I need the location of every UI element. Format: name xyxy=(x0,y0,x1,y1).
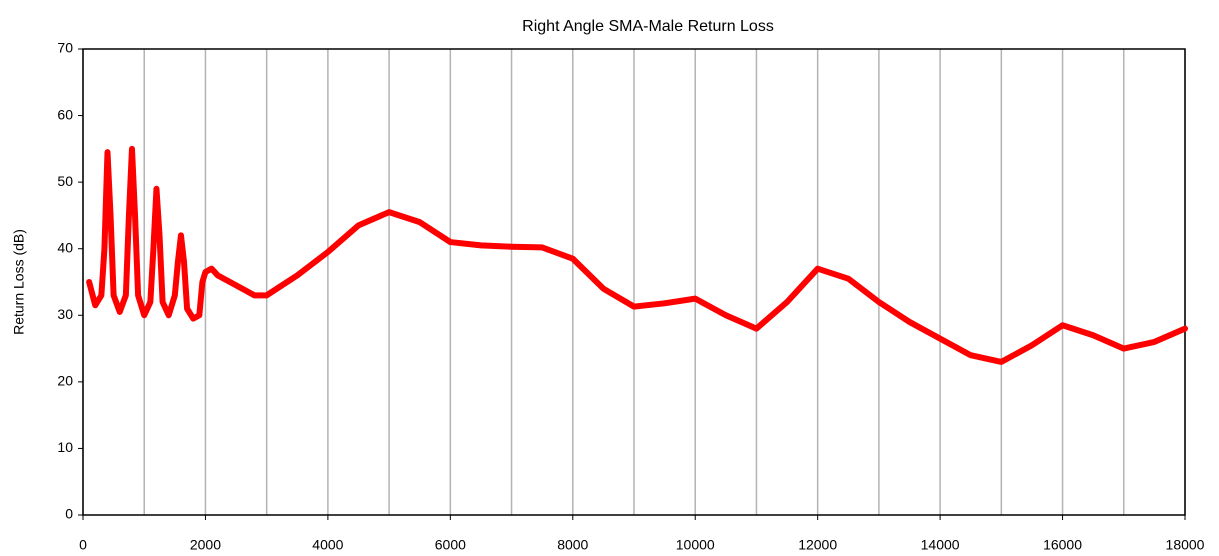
y-tick-label: 50 xyxy=(57,173,73,189)
x-tick-label: 16000 xyxy=(1043,537,1082,553)
x-tick-label: 6000 xyxy=(435,537,466,553)
y-tick-label: 10 xyxy=(57,439,73,455)
data-line xyxy=(86,145,1188,365)
x-tick-label: 12000 xyxy=(798,537,837,553)
plot-frame xyxy=(82,48,1186,516)
y-tick-label: 70 xyxy=(57,40,73,56)
x-tick-label: 8000 xyxy=(557,537,588,553)
x-tick-label: 14000 xyxy=(921,537,960,553)
y-axis-label: Return Loss (dB) xyxy=(11,229,27,335)
y-tick-label: 40 xyxy=(57,239,73,255)
y-tick-label: 20 xyxy=(57,373,73,389)
y-tick-label: 60 xyxy=(57,106,73,122)
y-tick-label: 0 xyxy=(65,506,73,522)
x-tick-label: 10000 xyxy=(676,537,715,553)
x-tick-label: 4000 xyxy=(312,537,343,553)
x-tick-label: 18000 xyxy=(1166,537,1205,553)
x-tick-label: 2000 xyxy=(190,537,221,553)
chart-title: Right Angle SMA-Male Return Loss xyxy=(522,18,774,35)
y-tick-label: 30 xyxy=(57,306,73,322)
x-tick-label: 0 xyxy=(79,537,87,553)
